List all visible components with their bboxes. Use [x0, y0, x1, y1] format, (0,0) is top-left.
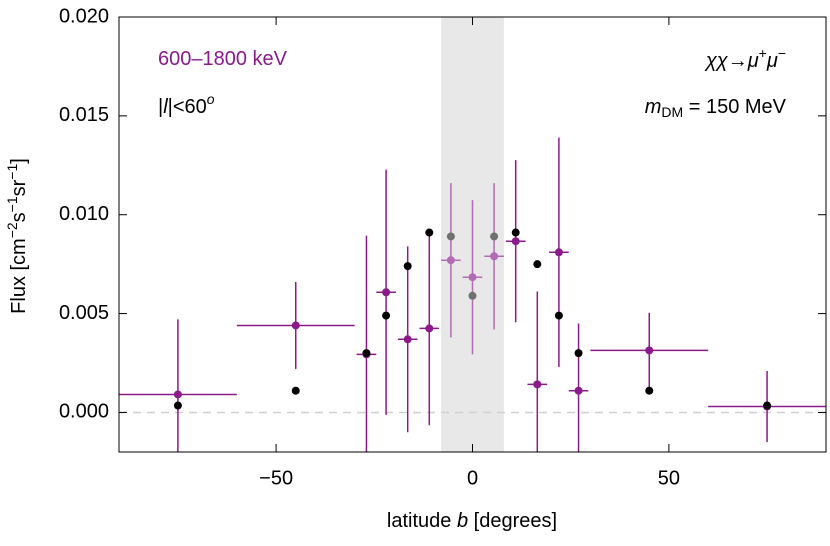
point	[645, 346, 654, 355]
annotation: χχ→μ+μ−	[704, 45, 786, 73]
point	[382, 288, 391, 297]
annotation: mDM = 150 MeV	[645, 96, 787, 119]
point	[173, 401, 182, 410]
point	[511, 228, 520, 237]
annotation: |l|<60o	[158, 91, 215, 119]
x-tick-label: 0	[467, 467, 478, 489]
point	[403, 262, 412, 271]
point	[291, 321, 300, 330]
annotation: 600–1800 keV	[158, 48, 288, 70]
point	[468, 291, 477, 300]
point	[554, 248, 563, 257]
point	[425, 228, 434, 237]
point	[425, 324, 434, 333]
y-tick-label: 0.005	[59, 302, 109, 324]
x-tick-label: −50	[259, 467, 293, 489]
point	[362, 349, 371, 358]
y-tick-label: 0.015	[59, 104, 109, 126]
point	[763, 401, 772, 410]
point	[291, 386, 300, 395]
point	[574, 349, 583, 358]
y-axis-label: Flux [cm−2s−1sr−1]	[4, 158, 31, 314]
point	[554, 311, 563, 320]
point	[468, 273, 477, 282]
point	[533, 380, 542, 389]
point	[574, 386, 583, 395]
point	[645, 386, 654, 395]
point	[403, 335, 412, 344]
point	[533, 260, 542, 269]
y-tick-label: 0.000	[59, 401, 109, 423]
point	[490, 232, 499, 241]
point	[382, 311, 391, 320]
x-tick-label: 50	[658, 467, 680, 489]
point	[511, 237, 520, 246]
point	[446, 232, 455, 241]
point	[173, 390, 182, 399]
y-tick-label: 0.010	[59, 203, 109, 225]
point	[446, 256, 455, 265]
point	[490, 252, 499, 261]
x-axis-label: latitude b [degrees]	[387, 510, 557, 532]
y-tick-label: 0.020	[59, 5, 109, 27]
plot-area	[119, 17, 826, 452]
